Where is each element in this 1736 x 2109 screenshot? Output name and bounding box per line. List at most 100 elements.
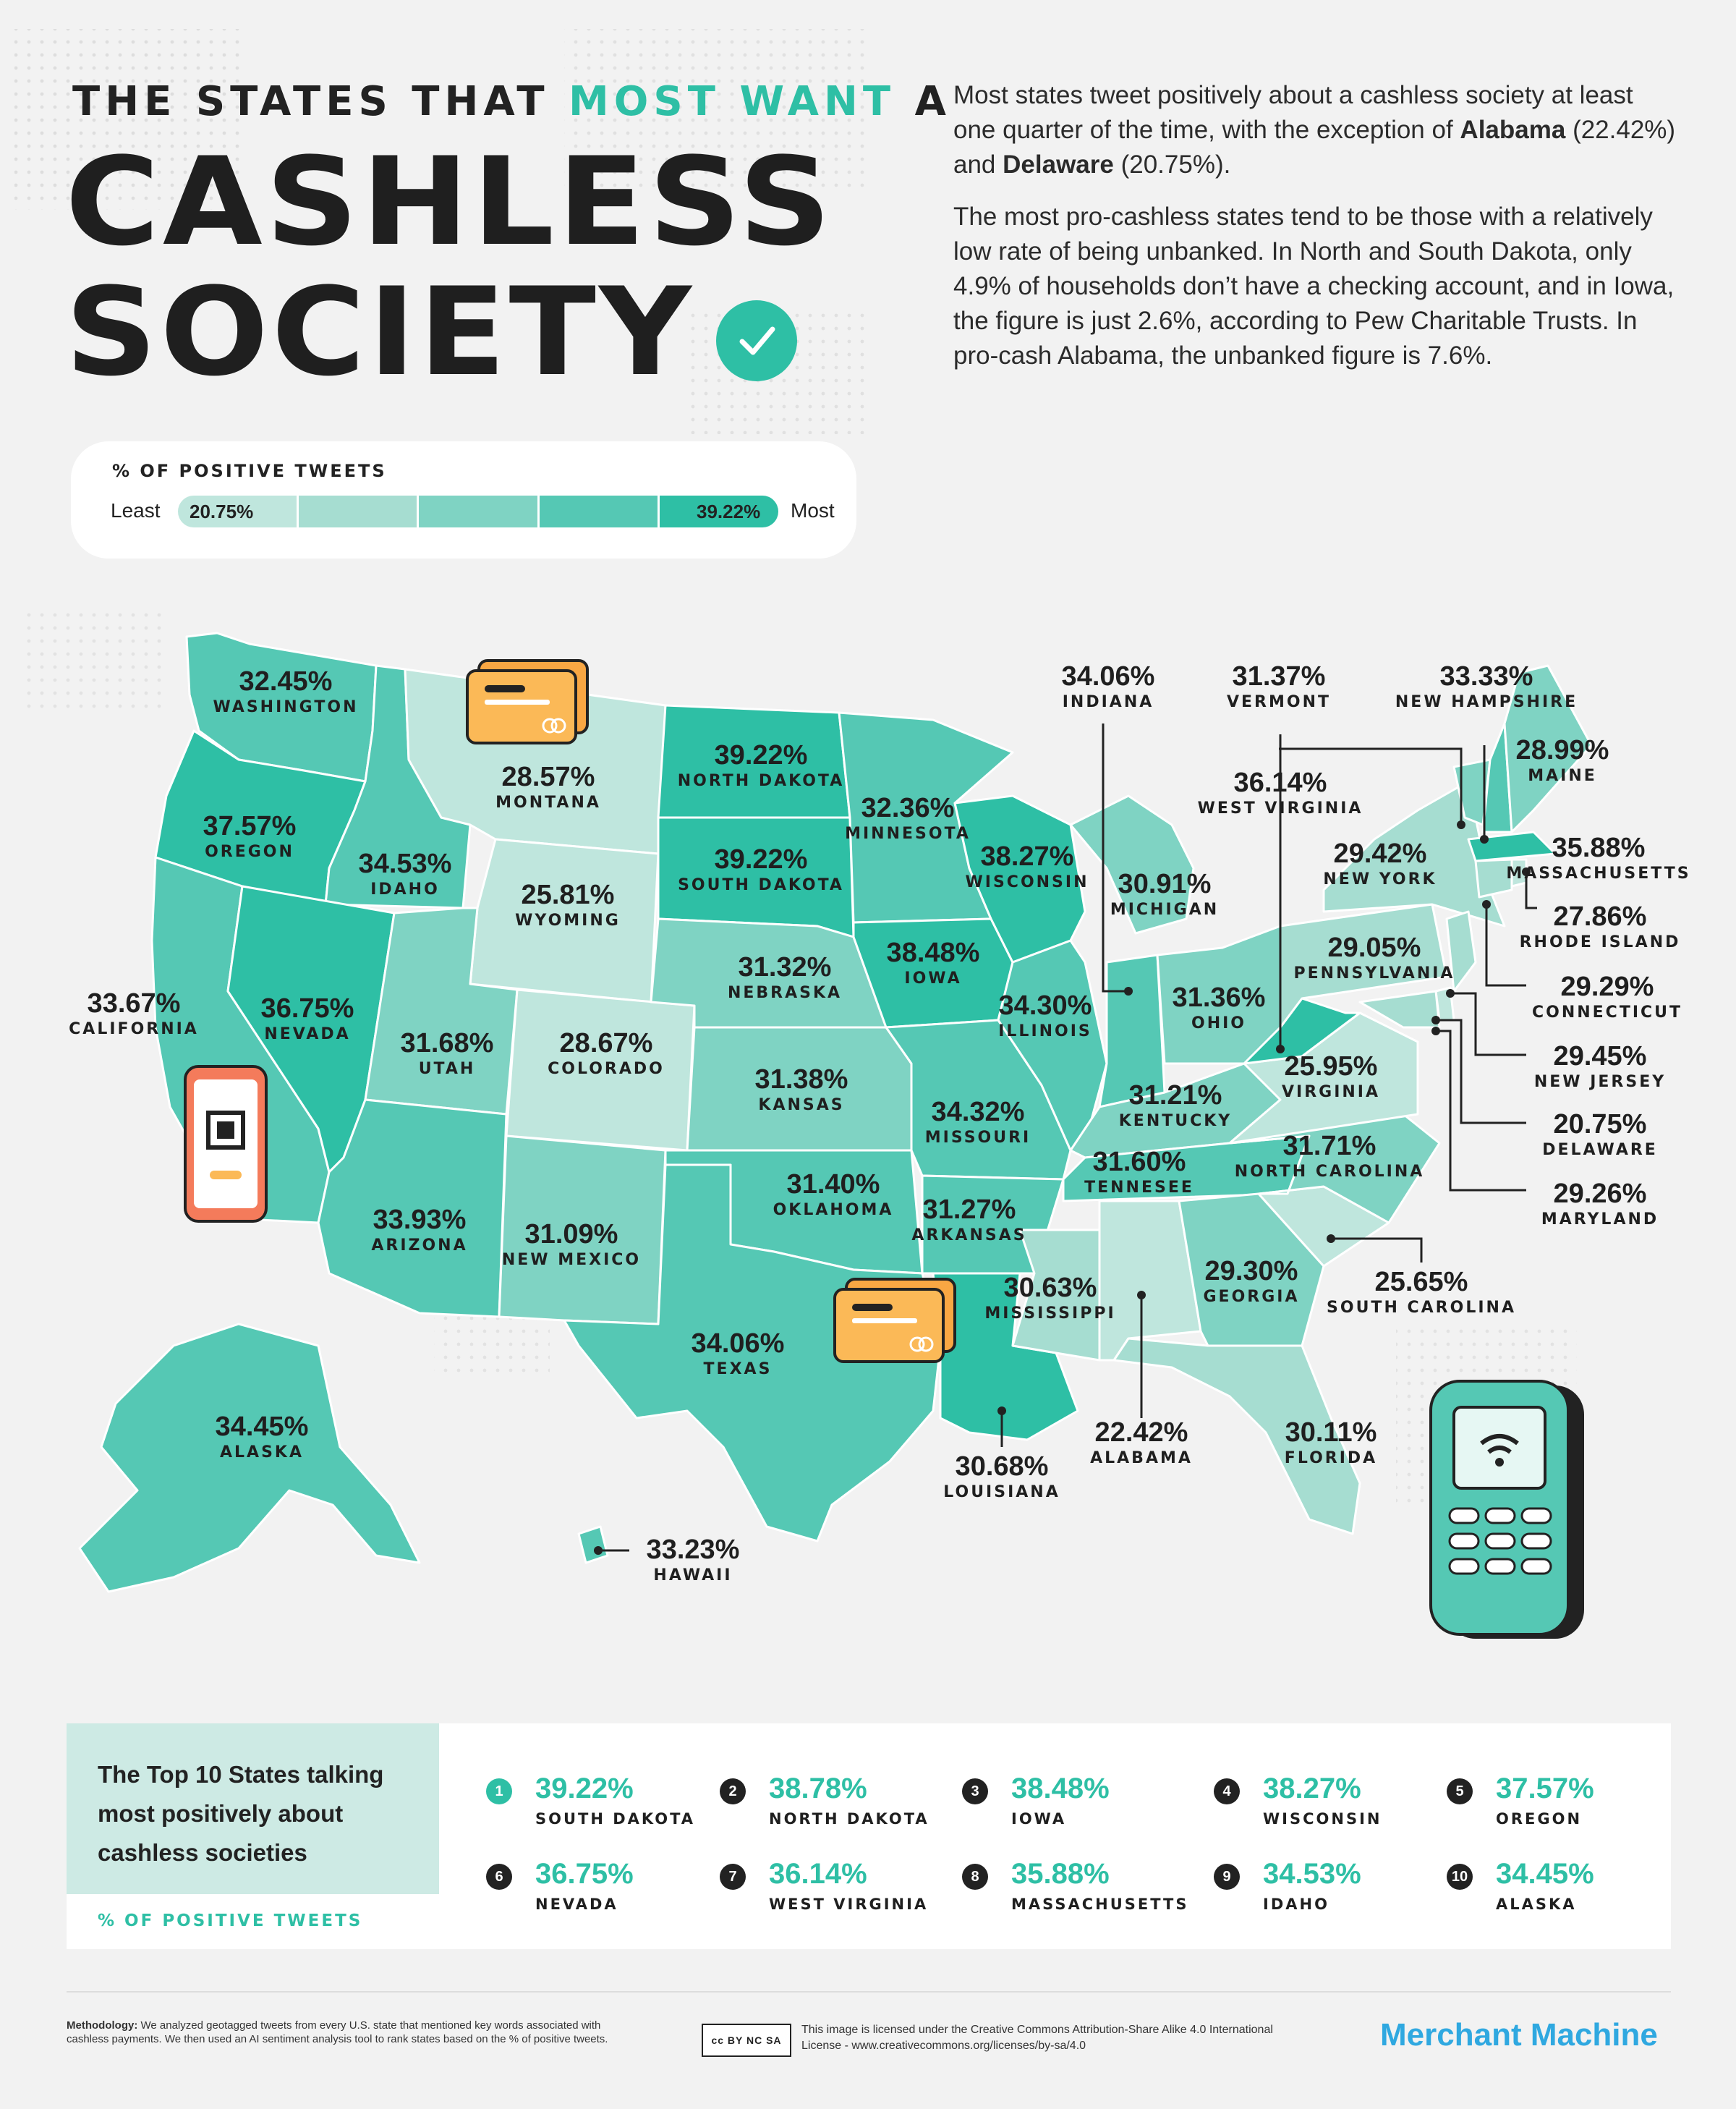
state-label-ohio: 31.36% OHIO xyxy=(1172,983,1266,1032)
state-label-arizona: 33.93% ARIZONA xyxy=(371,1205,468,1255)
state-label-iowa: 38.48% IOWA xyxy=(886,938,980,988)
legend-max-value: 39.22% xyxy=(697,501,761,522)
state-label-idaho: 34.53% IDAHO xyxy=(358,849,452,899)
rank-badge: 9 xyxy=(1214,1864,1240,1890)
state-alaska xyxy=(78,1323,421,1593)
rank-value: 37.57% xyxy=(1496,1773,1594,1804)
license-text: This image is licensed under the Creativ… xyxy=(801,2024,1273,2052)
rank-value: 38.27% xyxy=(1263,1773,1361,1804)
rank-state: NORTH DAKOTA xyxy=(769,1810,929,1828)
state-label-maine: 28.99% MAINE xyxy=(1515,735,1609,785)
state-michigan xyxy=(1069,794,1195,935)
state-label-montana: 28.57% MONTANA xyxy=(495,762,601,812)
state-label-virginia: 25.95% VIRGINIA xyxy=(1281,1051,1381,1101)
rank-value: 38.48% xyxy=(1011,1773,1110,1804)
rank-value: 36.14% xyxy=(769,1858,867,1890)
state-label-colorado: 28.67% COLORADO xyxy=(548,1028,665,1078)
state-label-texas: 34.06% TEXAS xyxy=(691,1328,785,1378)
intro-paragraph-1: Most states tweet positively about a cas… xyxy=(953,81,1676,179)
state-label-alabama: 22.42% ALABAMA xyxy=(1090,1417,1193,1467)
top10-item-10: 10 34.45% ALASKA xyxy=(1447,1858,1678,1916)
footer-divider xyxy=(67,1991,1671,1993)
state-label-rhode-island: 27.86% RHODE ISLAND xyxy=(1519,901,1681,951)
legend-swatch-5 xyxy=(660,496,778,527)
state-label-arkansas: 31.27% ARKANSAS xyxy=(911,1194,1027,1244)
state-label-new-mexico: 31.09% NEW MEXICO xyxy=(501,1219,642,1269)
legend-swatch-4 xyxy=(539,496,658,527)
rank-badge: 4 xyxy=(1214,1778,1240,1804)
state-label-delaware: 20.75% DELAWARE xyxy=(1542,1109,1658,1159)
state-maine xyxy=(1503,664,1593,833)
rank-badge: 5 xyxy=(1447,1778,1473,1804)
top10-item-6: 6 36.75% NEVADA xyxy=(486,1858,718,1916)
state-label-south-carolina: 25.65% SOUTH CAROLINA xyxy=(1327,1267,1516,1317)
state-label-louisiana: 30.68% LOUISIANA xyxy=(943,1451,1060,1501)
state-massachusetts xyxy=(1467,831,1557,862)
card-reader-icon xyxy=(1429,1380,1584,1639)
us-map xyxy=(78,632,1593,1593)
state-label-michigan: 30.91% MICHIGAN xyxy=(1110,869,1220,919)
top10-item-5: 5 37.57% OREGON xyxy=(1447,1773,1678,1830)
state-label-south-dakota: 39.22% SOUTH DAKOTA xyxy=(678,844,844,894)
rank-state: WEST VIRGINIA xyxy=(769,1896,929,1913)
rank-state: WISCONSIN xyxy=(1263,1810,1382,1828)
intro-text: Most states tweet positively about a cas… xyxy=(953,78,1677,391)
rank-value: 34.45% xyxy=(1496,1858,1594,1890)
state-label-connecticut: 29.29% CONNECTICUT xyxy=(1531,972,1683,1022)
state-label-hawaii: 33.23% HAWAII xyxy=(646,1535,740,1584)
rank-badge: 10 xyxy=(1447,1864,1473,1890)
state-label-wisconsin: 38.27% WISCONSIN xyxy=(965,841,1089,891)
rank-state: ALASKA xyxy=(1496,1896,1577,1913)
state-label-new-jersey: 29.45% NEW JERSEY xyxy=(1533,1041,1667,1091)
rank-state: MASSACHUSETTS xyxy=(1011,1896,1189,1913)
rank-state: NEVADA xyxy=(535,1896,618,1913)
top10-item-8: 8 35.88% MASSACHUSETTS xyxy=(962,1858,1194,1916)
state-label-indiana: 34.06% INDIANA xyxy=(1061,661,1155,711)
brand-logo[interactable]: Merchant Machine xyxy=(1380,2017,1658,2053)
state-label-tennessee: 31.60% TENNESEE xyxy=(1084,1147,1194,1197)
title-line-1: THE STATES THAT MOST WANT A xyxy=(72,78,951,125)
top10-subtitle: % OF POSITIVE TWEETS xyxy=(98,1911,363,1930)
state-label-mississippi: 30.63% MISSISSIPPI xyxy=(984,1273,1116,1323)
legend-color-scale xyxy=(178,496,778,527)
rank-badge: 1 xyxy=(486,1778,512,1804)
state-label-illinois: 34.30% ILLINOIS xyxy=(998,990,1092,1040)
state-maryland xyxy=(1358,990,1441,1029)
title-line-3: SOCIETY xyxy=(65,261,695,403)
state-label-new-hampshire: 33.33% NEW HAMPSHIRE xyxy=(1395,661,1578,711)
state-label-wyoming: 25.81% WYOMING xyxy=(515,880,621,930)
state-louisiana xyxy=(932,1272,1079,1441)
state-label-west-virginia: 36.14% WEST VIRGINIA xyxy=(1197,768,1363,818)
top10-item-1: 1 39.22% SOUTH DAKOTA xyxy=(486,1773,718,1830)
rank-value: 39.22% xyxy=(535,1773,634,1804)
credit-card-icon-2 xyxy=(833,1278,956,1363)
state-label-kentucky: 31.21% KENTUCKY xyxy=(1118,1080,1233,1130)
state-label-washington: 32.45% WASHINGTON xyxy=(213,666,359,716)
phone-qr-icon xyxy=(184,1065,268,1223)
rank-value: 35.88% xyxy=(1011,1858,1110,1890)
top10-item-3: 3 38.48% IOWA xyxy=(962,1773,1194,1830)
state-label-florida: 30.11% FLORIDA xyxy=(1284,1417,1378,1467)
state-label-maryland: 29.26% MARYLAND xyxy=(1541,1179,1659,1229)
rank-value: 36.75% xyxy=(535,1858,634,1890)
top10-item-4: 4 38.27% WISCONSIN xyxy=(1214,1773,1445,1830)
state-label-utah: 31.68% UTAH xyxy=(400,1028,494,1078)
state-connecticut xyxy=(1474,858,1513,899)
state-label-vermont: 31.37% VERMONT xyxy=(1226,661,1332,711)
state-label-nebraska: 31.32% NEBRASKA xyxy=(727,952,843,1002)
rank-badge: 8 xyxy=(962,1864,988,1890)
leader-lines xyxy=(594,723,1537,1555)
state-label-new-york: 29.42% NEW YORK xyxy=(1323,839,1437,888)
legend-least-label: Least xyxy=(111,499,161,522)
rank-badge: 2 xyxy=(720,1778,746,1804)
rank-value: 34.53% xyxy=(1263,1858,1361,1890)
cc-license-badge[interactable]: cc BY NC SA xyxy=(702,2024,791,2057)
state-label-missouri: 34.32% MISSOURI xyxy=(924,1097,1031,1147)
rank-value: 38.78% xyxy=(769,1773,867,1804)
methodology-text: Methodology: We analyzed geotagged tweet… xyxy=(67,2019,608,2045)
rank-badge: 3 xyxy=(962,1778,988,1804)
top10-title-box xyxy=(67,1723,439,1894)
top10-item-2: 2 38.78% NORTH DAKOTA xyxy=(720,1773,951,1830)
state-label-north-dakota: 39.22% NORTH DAKOTA xyxy=(677,740,845,790)
state-label-kansas: 31.38% KANSAS xyxy=(754,1064,848,1114)
